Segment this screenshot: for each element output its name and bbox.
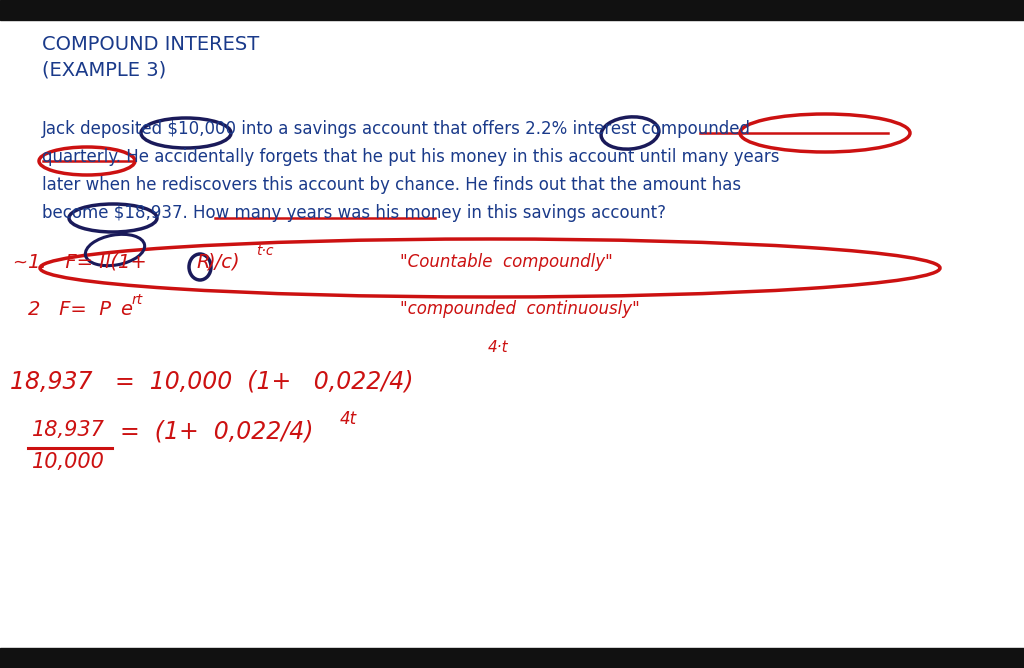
Text: 4t: 4t: [340, 410, 357, 428]
Text: 18,937: 18,937: [32, 420, 104, 440]
Text: )/c): )/c): [207, 253, 240, 272]
Text: 10,000: 10,000: [32, 452, 104, 472]
Bar: [0, 648, 1024, 668]
Text: R: R: [196, 253, 210, 272]
Text: e: e: [120, 300, 132, 319]
Text: 2   F=  P: 2 F= P: [28, 300, 111, 319]
Text: become $18,937. How many years was his money in this savings account?: become $18,937. How many years was his m…: [42, 204, 666, 222]
Text: (EXAMPLE 3): (EXAMPLE 3): [42, 60, 166, 79]
Bar: [0, 0, 1024, 20]
Text: 4·t: 4·t: [488, 340, 509, 355]
Text: 1.   F= Il(1+: 1. F= Il(1+: [28, 253, 146, 272]
Text: =  (1+  0,022/4): = (1+ 0,022/4): [120, 420, 313, 444]
Text: later when he rediscovers this account by chance. He finds out that the amount h: later when he rediscovers this account b…: [42, 176, 741, 194]
Text: rt: rt: [132, 293, 143, 307]
Text: COMPOUND INTEREST: COMPOUND INTEREST: [42, 35, 259, 54]
Text: 18,937   =  10,000  (1+   0,022/4): 18,937 = 10,000 (1+ 0,022/4): [10, 370, 414, 394]
Text: quarterly. He accidentally forgets that he put his money in this account until m: quarterly. He accidentally forgets that …: [42, 148, 779, 166]
Text: "compounded  continuously": "compounded continuously": [400, 300, 640, 318]
Text: "Countable  compoundly": "Countable compoundly": [400, 253, 612, 271]
Text: Jack deposited $10,000 into a savings account that offers 2.2% interest compound: Jack deposited $10,000 into a savings ac…: [42, 120, 751, 138]
Text: t·c: t·c: [256, 244, 273, 258]
Text: ~: ~: [12, 254, 27, 272]
